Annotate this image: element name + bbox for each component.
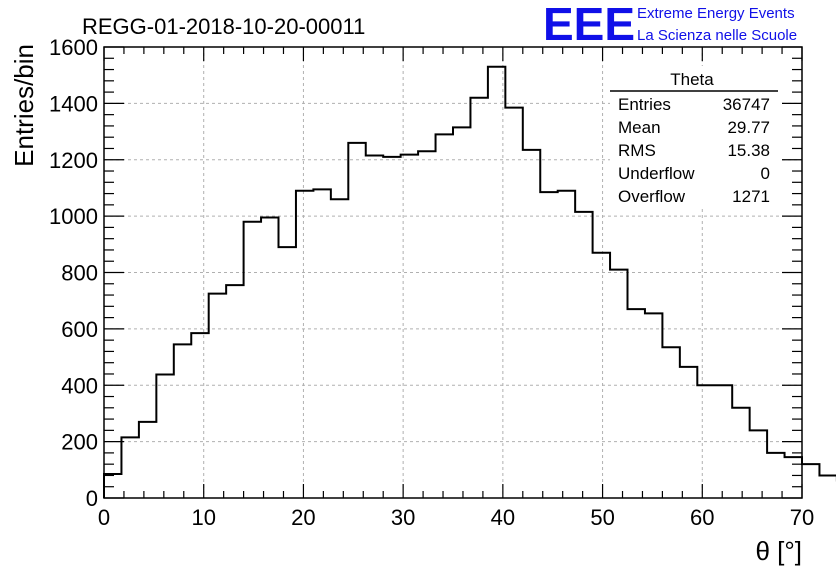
- y-tick-label: 1400: [49, 91, 98, 116]
- stats-label-rms: RMS: [618, 141, 656, 160]
- y-tick-label: 600: [61, 317, 98, 342]
- histogram-bin: [488, 67, 505, 498]
- y-tick-label: 1600: [49, 35, 98, 60]
- histogram-bin: [802, 464, 819, 498]
- stats-label-overflow: Overflow: [618, 187, 686, 206]
- stats-value-rms: 15.38: [727, 141, 770, 160]
- x-tick-label: 60: [690, 505, 714, 530]
- histogram-bin: [383, 157, 400, 498]
- x-axis-label: θ [°]: [755, 536, 802, 566]
- y-tick-label: 400: [61, 373, 98, 398]
- logo-line-1: Extreme Energy Events: [637, 5, 795, 22]
- histogram-bin: [401, 155, 418, 498]
- histogram-bin: [121, 437, 138, 498]
- histogram-bin: [156, 375, 173, 498]
- y-axis-label: Entries/bin: [9, 44, 39, 167]
- histogram-bin: [139, 422, 156, 498]
- stats-label-entries: Entries: [618, 95, 671, 114]
- histogram-bin: [191, 333, 208, 498]
- histogram-bin: [261, 218, 278, 498]
- logo-line-2: La Scienza nelle Scuole: [637, 27, 797, 44]
- stats-value-mean: 29.77: [727, 118, 770, 137]
- histogram-bin: [279, 247, 296, 498]
- histogram-bin: [366, 156, 383, 498]
- x-tick-labels: 0 10 20 30 40 50 60 70: [98, 505, 814, 530]
- y-tick-label: 1200: [49, 148, 98, 173]
- chart-title: REGG-01-2018-10-20-00011: [82, 14, 365, 39]
- stats-value-entries: 36747: [723, 95, 770, 114]
- histogram-bin: [296, 191, 313, 498]
- x-tick-label: 10: [191, 505, 215, 530]
- axis-ticks: [103, 46, 803, 499]
- histogram-bin: [348, 143, 365, 498]
- histogram-bin: [453, 127, 470, 498]
- histogram-bin: [540, 192, 557, 498]
- histogram-bin: [610, 270, 627, 498]
- x-tick-label: 40: [491, 505, 515, 530]
- histogram-bin: [819, 475, 836, 498]
- histogram-bin: [715, 385, 732, 498]
- x-tick-label: 30: [391, 505, 415, 530]
- histogram-bin: [331, 199, 348, 498]
- x-tick-label: 70: [790, 505, 814, 530]
- histogram-bin: [226, 285, 243, 498]
- x-tick-label: 0: [98, 505, 110, 530]
- histogram-bin: [680, 367, 697, 498]
- x-tick-label: 50: [590, 505, 614, 530]
- stats-title: Theta: [670, 70, 714, 89]
- histogram-bin: [244, 222, 261, 498]
- histogram-bin: [628, 309, 645, 498]
- stats-box: Theta Entries 36747 Mean 29.77 RMS 15.38…: [610, 66, 780, 208]
- histogram-bin: [750, 430, 767, 498]
- histogram-bin: [645, 313, 662, 498]
- stats-box-background: [610, 66, 780, 208]
- stats-label-mean: Mean: [618, 118, 661, 137]
- stats-label-underflow: Underflow: [618, 164, 695, 183]
- histogram-bin: [697, 385, 714, 498]
- histogram-bin: [174, 344, 191, 498]
- histogram-bin: [523, 150, 540, 498]
- histogram-bin: [209, 294, 226, 498]
- eee-logo-mark: EEE: [543, 0, 635, 50]
- y-tick-label: 1000: [49, 204, 98, 229]
- stats-value-overflow: 1271: [732, 187, 770, 206]
- histogram-bin: [662, 347, 679, 498]
- histogram-bin: [418, 151, 435, 498]
- histogram-bin: [505, 108, 522, 498]
- stats-value-underflow: 0: [761, 164, 770, 183]
- histogram-bin: [558, 191, 575, 498]
- histogram-bin: [732, 408, 749, 498]
- histogram-bin: [575, 212, 592, 498]
- histogram-bin: [785, 457, 802, 498]
- histogram-bin: [104, 474, 121, 498]
- y-tick-label: 200: [61, 430, 98, 455]
- y-tick-label: 0: [86, 486, 98, 511]
- histogram-bin: [313, 189, 330, 498]
- x-tick-label: 20: [291, 505, 315, 530]
- y-tick-labels: 0 200 400 600 800 1000 1200 1400 1600: [49, 35, 98, 511]
- y-tick-label: 800: [61, 261, 98, 286]
- histogram-bin: [436, 134, 453, 498]
- histogram-bin: [593, 253, 610, 498]
- histogram-bin: [470, 98, 487, 498]
- histogram-outline: [103, 65, 836, 498]
